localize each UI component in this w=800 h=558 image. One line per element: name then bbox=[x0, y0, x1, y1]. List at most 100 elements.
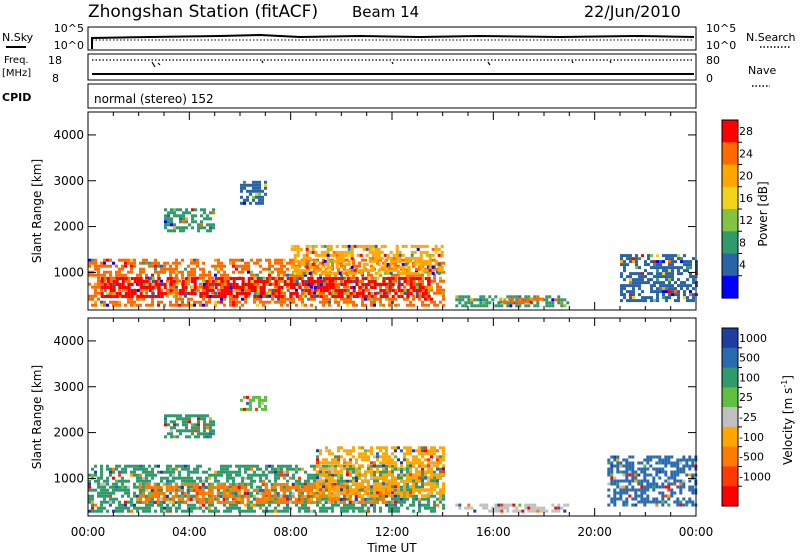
velocity-range-cell bbox=[673, 492, 676, 495]
velocity-range-cell bbox=[385, 465, 388, 468]
power-range-cell bbox=[381, 257, 384, 260]
velocity-range-cell bbox=[295, 498, 298, 501]
velocity-range-cell bbox=[100, 474, 103, 477]
power-colorbar-swatch bbox=[722, 209, 738, 232]
power-range-cell bbox=[257, 289, 260, 292]
power-range-cell bbox=[297, 266, 300, 269]
power-range-cell bbox=[410, 286, 413, 289]
velocity-range-cell bbox=[679, 462, 682, 465]
power-range-cell bbox=[425, 289, 428, 292]
power-range-cell bbox=[221, 295, 224, 298]
velocity-range-cell bbox=[470, 507, 473, 510]
power-range-cell bbox=[374, 286, 377, 289]
power-range-cell bbox=[128, 295, 131, 298]
velocity-range-cell bbox=[424, 458, 427, 461]
velocity-range-cell bbox=[274, 492, 277, 495]
power-range-cell bbox=[290, 295, 293, 298]
velocity-range-cell bbox=[304, 504, 307, 507]
velocity-range-cell bbox=[337, 488, 340, 491]
velocity-range-cell bbox=[679, 501, 682, 504]
velocity-range-cell bbox=[197, 435, 200, 438]
power-range-cell bbox=[182, 229, 185, 232]
velocity-range-cell bbox=[208, 510, 211, 513]
power-range-cell bbox=[173, 229, 176, 232]
power-range-cell bbox=[396, 254, 399, 257]
velocity-range-cell bbox=[628, 474, 631, 477]
velocity-range-cell bbox=[199, 501, 202, 504]
power-range-cell bbox=[318, 263, 321, 266]
power-range-cell bbox=[249, 184, 252, 187]
power-range-cell bbox=[326, 283, 329, 286]
power-range-cell bbox=[310, 298, 313, 301]
power-range-cell bbox=[383, 289, 386, 292]
power-range-cell bbox=[402, 254, 405, 257]
power-range-cell bbox=[252, 181, 255, 184]
velocity-range-cell bbox=[151, 498, 154, 501]
velocity-range-cell bbox=[151, 474, 154, 477]
power-range-cell bbox=[265, 301, 268, 304]
power-range-cell bbox=[268, 259, 271, 262]
velocity-range-cell bbox=[286, 480, 289, 483]
power-range-cell bbox=[356, 280, 359, 283]
velocity-range-cell bbox=[343, 488, 346, 491]
velocity-range-cell bbox=[142, 483, 145, 486]
velocity-range-cell bbox=[331, 461, 334, 464]
nave-label: Nave bbox=[748, 64, 776, 77]
velocity-range-cell bbox=[688, 456, 691, 459]
power-range-cell bbox=[130, 265, 133, 268]
velocity-range-cell bbox=[619, 465, 622, 468]
velocity-range-cell bbox=[211, 492, 214, 495]
velocity-range-cell bbox=[539, 507, 542, 510]
power-range-cell bbox=[641, 272, 644, 275]
power-range-cell bbox=[350, 292, 353, 295]
power-range-cell bbox=[97, 274, 100, 277]
power-range-cell bbox=[439, 286, 442, 289]
power-range-cell bbox=[414, 245, 417, 248]
power-range-cell bbox=[689, 260, 692, 263]
velocity-range-cell bbox=[388, 501, 391, 504]
power-range-cell bbox=[665, 254, 668, 257]
velocity-range-cell bbox=[184, 501, 187, 504]
velocity-range-cell bbox=[289, 495, 292, 498]
velocity-range-cell bbox=[277, 477, 280, 480]
velocity-range-cell bbox=[355, 492, 358, 495]
power-range-cell bbox=[124, 265, 127, 268]
power-range-cell bbox=[137, 289, 140, 292]
velocity-range-cell bbox=[151, 495, 154, 498]
velocity-range-cell bbox=[160, 498, 163, 501]
power-range-cell bbox=[115, 304, 118, 307]
cpid-text: normal (stereo) 152 bbox=[94, 92, 214, 106]
power-range-cell bbox=[430, 301, 433, 304]
power-range-cell bbox=[321, 266, 324, 269]
power-range-cell bbox=[115, 265, 118, 268]
power-range-cell bbox=[169, 274, 172, 277]
freq-label: Freq. bbox=[4, 55, 29, 66]
velocity-range-cell bbox=[223, 468, 226, 471]
velocity-range-cell bbox=[340, 474, 343, 477]
power-range-cell bbox=[296, 283, 299, 286]
power-range-cell bbox=[545, 301, 548, 304]
velocity-range-cell bbox=[349, 470, 352, 473]
velocity-range-cell bbox=[286, 483, 289, 486]
power-range-cell bbox=[403, 298, 406, 301]
power-range-cell bbox=[121, 268, 124, 271]
power-range-cell bbox=[268, 268, 271, 271]
velocity-range-cell bbox=[325, 446, 328, 449]
power-range-cell bbox=[442, 262, 445, 265]
velocity-range-cell bbox=[464, 507, 467, 510]
power-range-cell bbox=[136, 298, 139, 301]
power-range-cell bbox=[193, 301, 196, 304]
power-range-cell bbox=[166, 280, 169, 283]
velocity-range-cell bbox=[226, 492, 229, 495]
power-range-cell bbox=[294, 245, 297, 248]
velocity-range-cell bbox=[97, 492, 100, 495]
velocity-range-cell bbox=[430, 479, 433, 482]
power-range-cell bbox=[232, 304, 235, 307]
velocity-range-cell bbox=[199, 492, 202, 495]
power-range-cell bbox=[402, 263, 405, 266]
power-range-cell bbox=[438, 269, 441, 272]
velocity-range-cell bbox=[289, 489, 292, 492]
velocity-range-cell bbox=[391, 501, 394, 504]
power-range-cell bbox=[620, 284, 623, 287]
velocity-range-cell bbox=[212, 432, 215, 435]
